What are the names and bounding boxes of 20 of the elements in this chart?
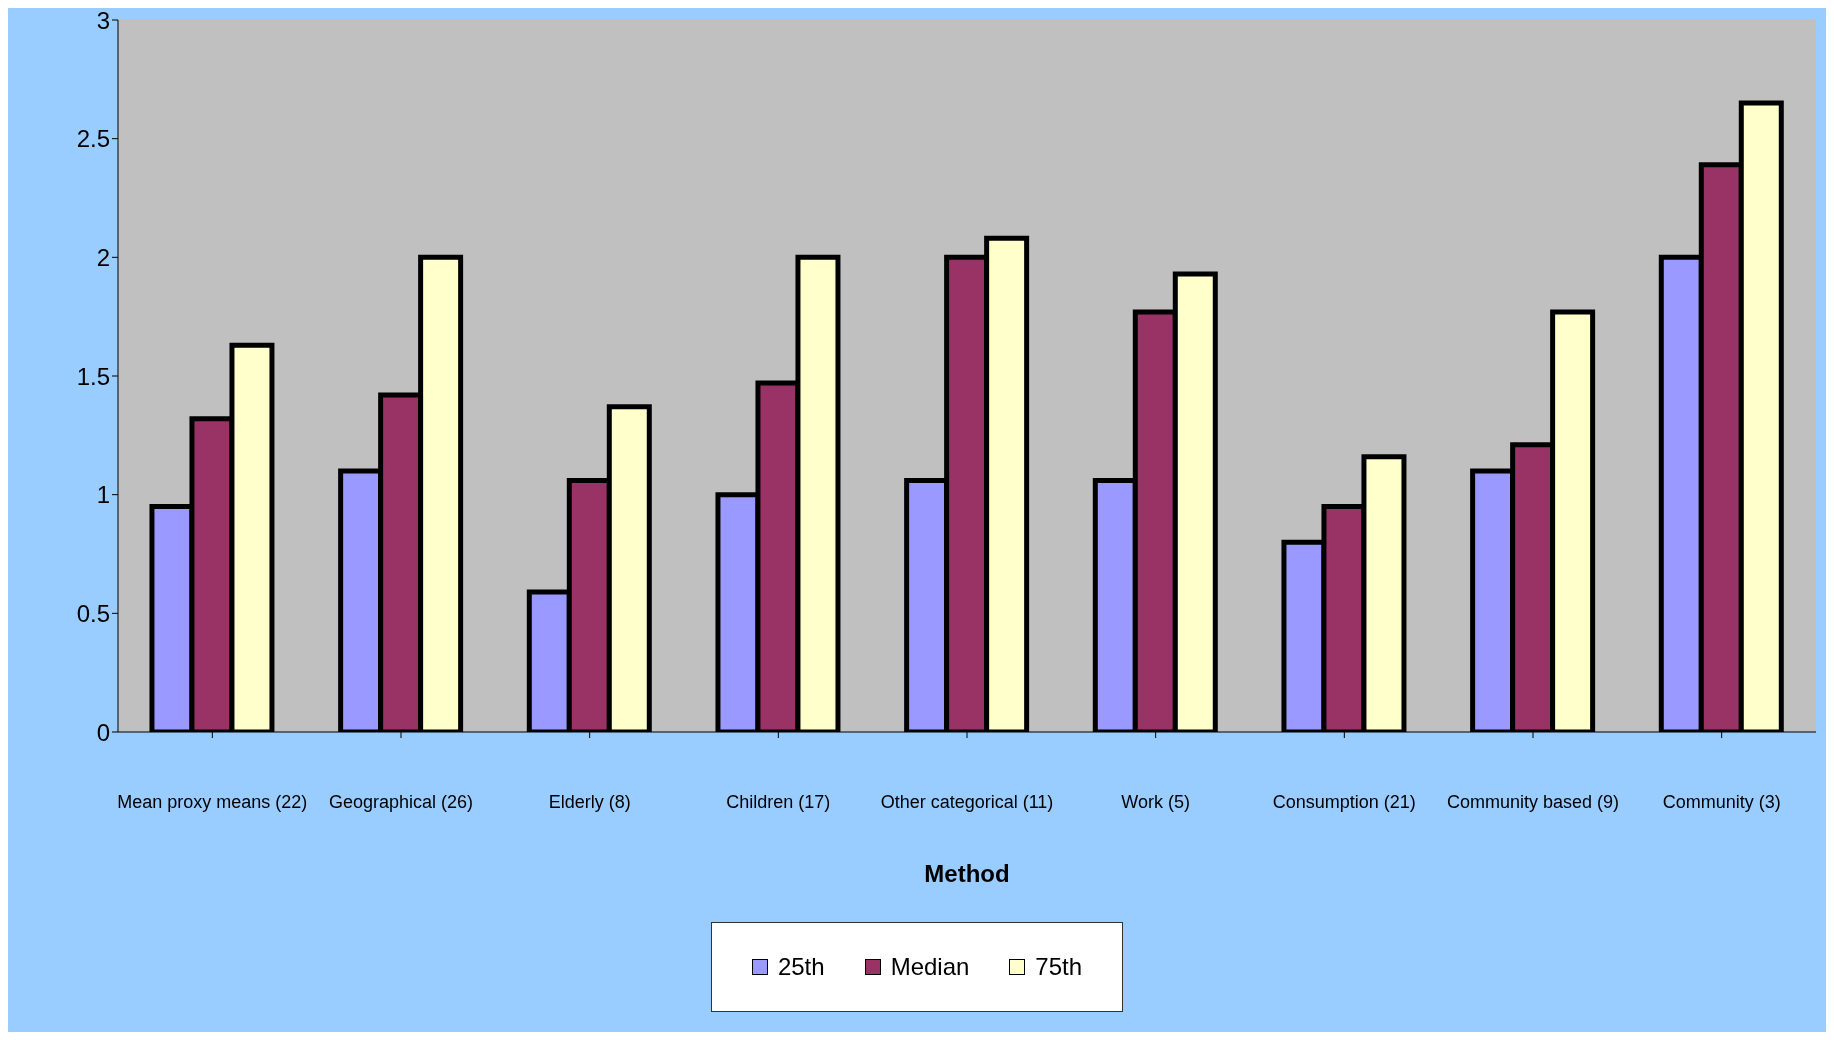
x-tick-label: Community based (9) — [1446, 791, 1620, 812]
x-tick-label: Mean proxy means (22) — [117, 791, 308, 812]
y-tick-label: 0.5 — [76, 599, 110, 627]
y-tick-label: 1.5 — [76, 362, 110, 390]
legend-label: 25th — [776, 953, 825, 981]
y-tick-label: 2 — [96, 243, 110, 271]
x-axis-title: Method — [924, 860, 1010, 887]
legend-label: Median — [889, 953, 970, 981]
x-tick-label: Community (3) — [1662, 791, 1781, 812]
x-tick-label: Consumption (21) — [1272, 791, 1416, 812]
x-tick-label: Geographical (26) — [328, 791, 474, 812]
x-tick-label: Work (5) — [1121, 791, 1190, 812]
y-tick-label: 3 — [96, 6, 110, 34]
x-tick-label: Children (17) — [726, 791, 831, 812]
legend-label: 75th — [1034, 953, 1083, 981]
x-tick-label: Other categorical (11) — [880, 791, 1054, 812]
y-tick-label: 1 — [96, 481, 110, 509]
y-tick-label: 0 — [96, 718, 110, 746]
y-tick-label: 2.5 — [76, 125, 110, 153]
x-tick-label: Elderly (8) — [548, 791, 631, 812]
